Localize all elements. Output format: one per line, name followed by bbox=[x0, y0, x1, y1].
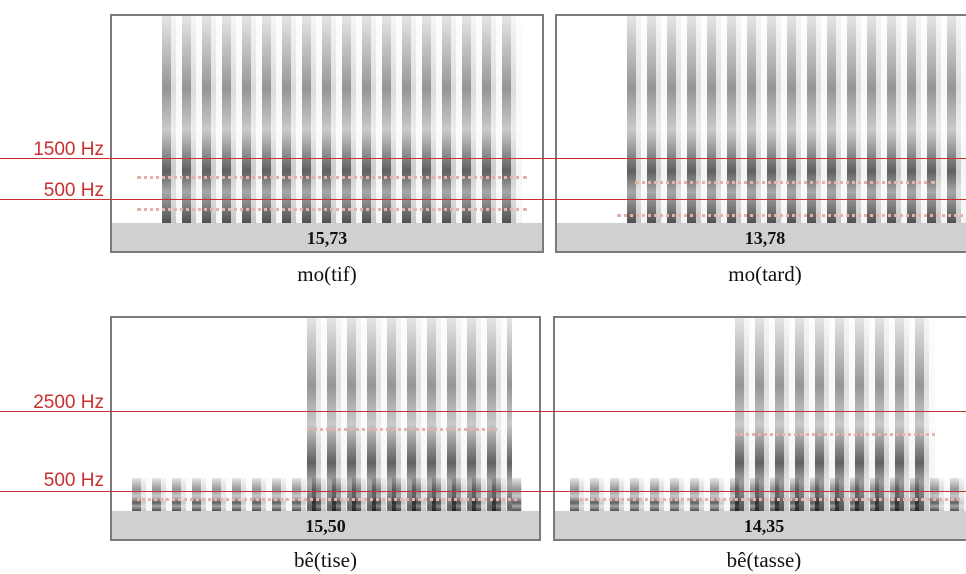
spectrogram bbox=[132, 478, 522, 511]
spectrogram-panel: 14,35 bbox=[553, 316, 966, 541]
caption: mo(tard) bbox=[728, 262, 802, 286]
spectrogram-panel: 13,78 bbox=[555, 14, 966, 253]
spectrogram bbox=[627, 16, 966, 223]
value: 13,78 bbox=[744, 228, 786, 248]
reference-line bbox=[0, 491, 966, 492]
formant-track bbox=[137, 498, 517, 501]
frequency-label: 500 Hz bbox=[43, 470, 104, 491]
formant-track bbox=[617, 214, 966, 217]
value-strip: 14,35 bbox=[555, 511, 966, 539]
formant-track bbox=[137, 176, 527, 179]
spectrogram-panel: 15,50 bbox=[110, 316, 541, 541]
value: 15,50 bbox=[305, 516, 346, 536]
reference-line bbox=[0, 411, 966, 412]
formant-track bbox=[580, 498, 960, 501]
frequency-label: 500 Hz bbox=[43, 180, 104, 201]
caption: bê(tasse) bbox=[726, 548, 802, 572]
frequency-label: 1500 Hz bbox=[33, 139, 104, 160]
value: 14,35 bbox=[743, 516, 785, 536]
reference-line bbox=[0, 158, 966, 159]
value-strip: 15,73 bbox=[112, 223, 542, 251]
formant-track bbox=[635, 181, 935, 184]
value-strip: 13,78 bbox=[557, 223, 966, 251]
frequency-label: 2500 Hz bbox=[33, 392, 104, 413]
spectrogram bbox=[162, 16, 522, 223]
value-strip: 15,50 bbox=[112, 511, 539, 539]
value: 15,73 bbox=[306, 228, 348, 248]
caption: bê(tise) bbox=[294, 548, 357, 572]
formant-track bbox=[137, 208, 527, 211]
formant-track bbox=[307, 428, 497, 431]
formant-track bbox=[735, 433, 935, 436]
spectrogram bbox=[570, 478, 966, 511]
spectrogram-panel: 15,73 bbox=[110, 14, 544, 253]
caption: mo(tif) bbox=[297, 262, 357, 286]
reference-line bbox=[0, 199, 966, 200]
